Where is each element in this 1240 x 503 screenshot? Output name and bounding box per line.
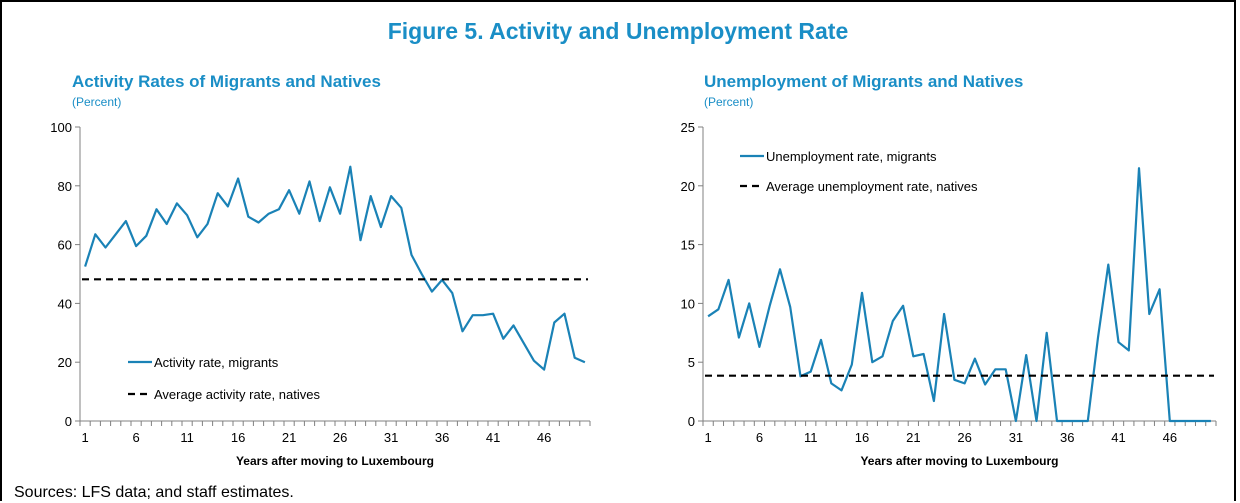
- left-y-tick-label: 0: [65, 414, 72, 429]
- right-x-tick-label: 16: [855, 430, 869, 445]
- left-y-tick-label: 80: [58, 179, 72, 194]
- right-x-tick-label: 41: [1111, 430, 1125, 445]
- right-x-tick-label: 6: [756, 430, 763, 445]
- right-y-tick-label: 15: [681, 238, 695, 253]
- right-x-tick-label: 1: [705, 430, 712, 445]
- left-x-tick-label: 36: [435, 430, 449, 445]
- right-y-tick-label: 5: [688, 355, 695, 370]
- source-note: Sources: LFS data; and staff estimates.: [14, 484, 294, 502]
- left-x-tick-label: 21: [282, 430, 296, 445]
- left-legend-label: Average activity rate, natives: [154, 387, 320, 402]
- right-y-tick-label: 10: [681, 296, 695, 311]
- right-x-tick-label: 21: [906, 430, 920, 445]
- left-y-tick-label: 40: [58, 296, 72, 311]
- right-x-tick-label: 26: [957, 430, 971, 445]
- right-x-tick-label: 36: [1060, 430, 1074, 445]
- right-y-tick-label: 25: [681, 120, 695, 135]
- right-y-tick-label: 0: [688, 414, 695, 429]
- left-legend-label: Activity rate, migrants: [154, 355, 279, 370]
- left-y-tick-label: 60: [58, 238, 72, 253]
- left-x-tick-label: 16: [231, 430, 245, 445]
- right-series-line: [708, 168, 1211, 421]
- right-legend-label: Average unemployment rate, natives: [766, 179, 978, 194]
- right-legend-label: Unemployment rate, migrants: [766, 149, 937, 164]
- left-x-tick-label: 46: [537, 430, 551, 445]
- right-x-tick-label: 11: [804, 430, 818, 445]
- left-x-tick-label: 11: [180, 430, 194, 445]
- left-y-tick-label: 100: [50, 120, 72, 135]
- left-series-line: [85, 167, 585, 370]
- left-x-tick-label: 6: [132, 430, 139, 445]
- left-x-tick-label: 31: [384, 430, 398, 445]
- left-x-tick-label: 41: [486, 430, 500, 445]
- right-x-tick-label: 31: [1009, 430, 1023, 445]
- right-x-tick-label: 46: [1163, 430, 1177, 445]
- left-x-axis-title: Years after moving to Luxembourg: [236, 454, 434, 468]
- left-y-tick-label: 20: [58, 355, 72, 370]
- right-x-axis-title: Years after moving to Luxembourg: [860, 454, 1058, 468]
- left-x-tick-label: 26: [333, 430, 347, 445]
- left-x-tick-label: 1: [81, 430, 88, 445]
- right-y-tick-label: 20: [681, 179, 695, 194]
